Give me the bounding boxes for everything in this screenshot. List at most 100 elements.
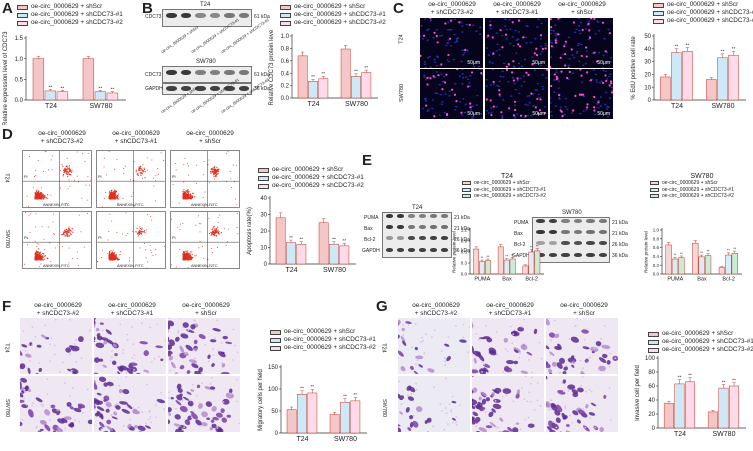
transwell-image [546,318,618,374]
blot-band [573,241,582,245]
bar [350,400,361,434]
flow-x-label: ANNEXIN-FITC [117,203,144,207]
y-tick-label: 40 [644,47,651,53]
blot-band [408,225,415,229]
blot-band [573,230,582,234]
flow-y-label: PI [24,175,28,179]
significance-mark: ** [680,252,683,256]
c-col-2-title: oe-circ_0000629 + shCDC73-#1 [493,1,541,16]
significance-mark: ** [732,46,736,52]
significance-mark: ** [354,69,358,75]
flow-plot: ANNEXIN-FITC PI [170,211,240,269]
x-tick-label: T24 [307,101,319,108]
bar [479,261,485,275]
y-tick-label: 0.2 [281,84,290,90]
e-sw-label-bax: Bax [514,231,523,237]
significance-mark: ** [61,85,65,91]
blot-b-title-sw780: SW780 [196,59,216,65]
chart-a: 0.0 0.5 1.0 1.5 Relative expression level of… [3,30,126,125]
bar [698,256,705,275]
transwell-image [168,376,240,432]
e-sw-label-gapdh: GAPDH [512,253,530,259]
x-tick-label: T24 [296,436,308,443]
flow-y-label: PI [172,236,176,240]
y-tick-label: 20 [644,73,651,79]
flow-plot: ANNEXIN-FITC PI [22,211,92,269]
flow-x-label: ANNEXIN-FITC [191,264,218,268]
significance-mark: ** [99,85,103,91]
blot-b-kda-sw2: 36 kDa [254,86,270,92]
blot-band [397,225,404,229]
blot-band [586,241,595,245]
blot-band [561,241,570,245]
blot-band [238,70,249,75]
bar [706,79,717,101]
blot-band [195,86,206,91]
flow-y-label: PI [98,236,102,240]
flow-y-label: PI [98,175,102,179]
panel-label-f: F [2,298,12,315]
y-tick-label: 0.4 [281,71,290,77]
e-t24-label-bax: Bax [364,226,373,232]
significance-mark: ** [722,379,726,385]
y-tick-label: 100 [645,356,656,362]
y-tick-label: 0.6 [281,59,290,65]
y-tick-label: 1.2 [461,228,468,233]
flow-x-label: ANNEXIN-FITC [191,203,218,207]
f-row-t24: T24 [3,343,10,353]
e-sw-label-puma: PUMA [514,220,529,226]
bar [704,255,712,275]
edu-image: 50μm [485,18,548,68]
y-tick-label: 0.9 [461,239,468,244]
g-col-1-title: oe-circ_0000629 + shCDC73-#2 [412,302,460,317]
e-blot-t24 [382,212,452,258]
blot-b-kda-sw1: 61 kDa [254,72,270,78]
flow-plot: ANNEXIN-FITC PI [96,211,166,269]
bar [56,91,69,101]
y-axis-label: Relative CDC73 protein level [269,30,275,106]
y-axis-label: Relative protein level [452,231,457,273]
significance-mark: ** [505,254,508,258]
edu-image: 50μm [420,18,483,68]
transwell-image [546,376,618,432]
e-blot-title-t24: T24 [412,205,423,211]
bar [340,401,350,434]
bar [682,51,693,101]
blot-band [166,13,177,18]
bar [94,91,107,101]
significance-mark: ** [289,235,293,241]
chart-b: 0.0 0.2 0.4 0.6 0.8 1.0 Relative CDC73 protein… [269,30,378,108]
y-tick-label: 40 [260,196,267,202]
blot-band [548,230,557,234]
x-tick-label: T24 [285,267,297,274]
significance-mark: ** [511,253,514,257]
x-tick-label: PUMA [667,277,683,283]
panel-label-c: C [393,0,404,17]
blot-band [397,248,404,252]
scale-bar: 50μm [467,111,480,117]
y-tick-label: 0.0 [15,98,24,104]
blot-band [441,236,448,240]
y-tick-label: 40 [648,398,655,404]
bar [503,259,510,275]
bar [329,243,339,265]
bar [717,57,728,101]
e-sw-kda-4: 36 kDa [612,253,628,259]
blot-band [180,13,191,18]
blot-band [386,214,393,218]
x-tick-label: Bcl-2 [525,277,538,283]
x-tick-label: T24 [674,431,686,438]
significance-mark: ** [364,65,368,71]
y-axis-label: % EdU positive cell rate [631,36,637,100]
blot-band [166,86,177,91]
y-tick-label: 0.8 [281,47,290,53]
e-blot-title-sw780: SW780 [562,210,582,216]
y-tick-label: 0.8 [653,236,660,241]
blot-band [586,253,595,257]
bar [707,411,718,429]
e-blot-sw780 [532,217,610,263]
e-t24-label-puma: PUMA [364,215,379,221]
significance-mark: ** [353,392,357,398]
y-axis-label: Migratory cells per field [258,369,264,431]
blot-b-label-gapdh-sw: GAPDH [145,86,163,92]
